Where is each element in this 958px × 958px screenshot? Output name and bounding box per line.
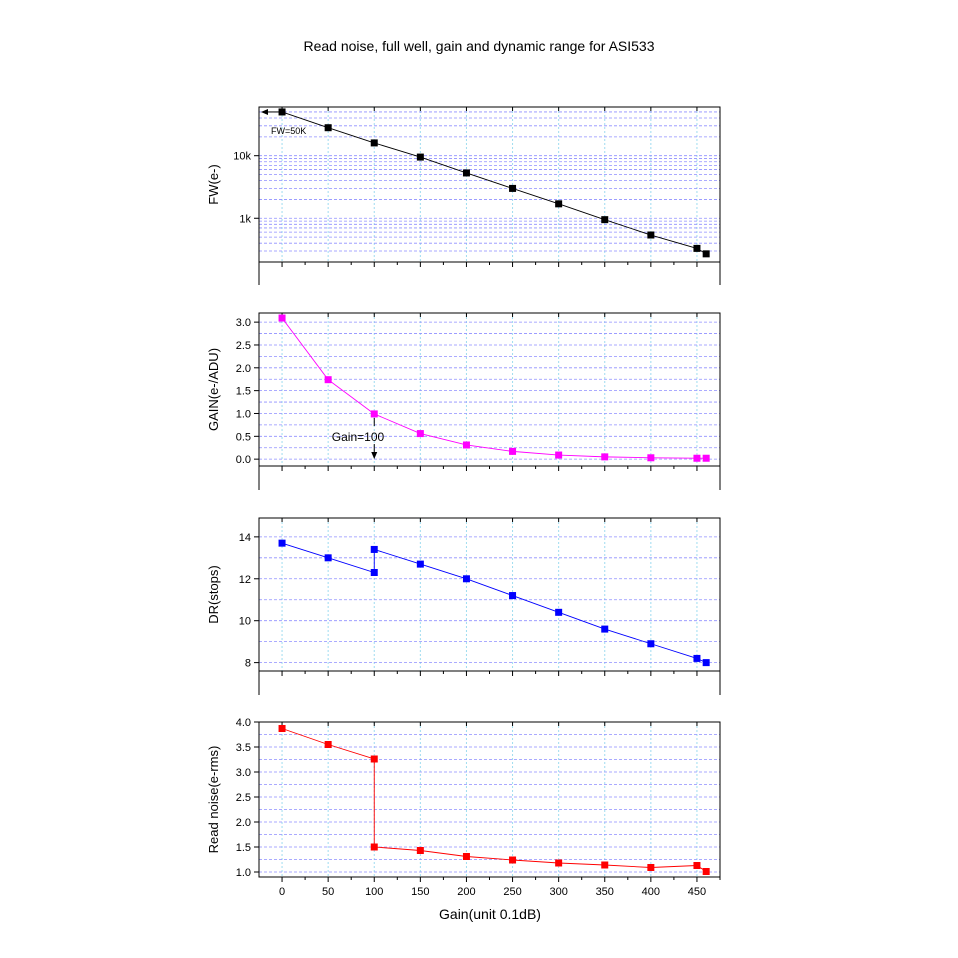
data-point [416,560,424,568]
data-point [416,153,424,161]
data-point [278,314,286,322]
data-point [278,539,286,547]
panel-rn: 1.0 1.5 2.0 2.5 3.0 3.5 4.0 Read noise(e-rms) 0 5… [206,717,721,898]
y-axis-label-gain: GAIN(e-/ADU) [206,348,221,431]
x-tick-label: 200 [457,886,475,898]
data-point [370,843,378,851]
data-point [702,659,710,667]
data-point [462,853,470,860]
x-tick-label: 0 [279,886,285,898]
data-point [462,169,470,177]
series-line-fw [281,111,707,255]
y-tick-label: 14 [239,532,251,544]
data-point [370,139,378,147]
data-point [702,250,710,258]
panel-fw: 1k 10k FW(e-) FW=50K [206,106,721,285]
x-tick-label: 100 [365,886,383,898]
data-point [324,376,332,384]
y-tick-label: 1.0 [236,867,251,879]
y-tick-label: 2.5 [236,340,251,352]
data-point [324,741,332,748]
y-tick-label: 2.5 [236,792,251,804]
data-point [462,575,470,583]
data-point [278,108,286,116]
y-axis-label-rn: Read noise(e-rms) [206,746,221,854]
data-point [647,454,655,462]
y-tick-label: 1.0 [236,408,251,420]
annotation-gain: Gain=100 [332,430,385,444]
y-tick-label: 0.0 [236,454,251,466]
y-tick-label: 10 [239,616,251,628]
data-point [647,640,655,648]
data-point [416,430,424,438]
data-point [601,216,609,224]
annotation-fw: FW=50K [271,126,306,136]
series-line-rn [281,728,707,872]
data-point [693,654,701,662]
x-tick-label: 300 [549,886,567,898]
data-point [370,410,378,418]
data-point [416,847,424,854]
x-axis-label: Gain(unit 0.1dB) [439,906,541,922]
x-tick-label: 150 [411,886,429,898]
data-point [509,184,517,192]
data-point [647,231,655,239]
series-line-dr [281,542,707,664]
y-axis-label-dr: DR(stops) [206,565,221,624]
x-tick-label: 450 [688,886,706,898]
y-tick-label: 0.5 [236,431,251,443]
data-point [601,861,609,869]
data-point [462,441,470,449]
chart-title: Read noise, full well, gain and dynamic … [304,38,655,54]
data-point [324,124,332,132]
data-point [702,454,710,462]
data-point [509,447,517,455]
y-tick-label: 8 [245,658,251,670]
data-point [509,592,517,600]
data-point [555,859,563,867]
y-tick-label: 12 [239,574,251,586]
data-point [601,625,609,633]
data-point [702,868,710,875]
data-point [693,454,701,462]
data-point [555,451,563,459]
y-tick-label: 3.0 [236,767,251,779]
data-point [324,554,332,562]
y-tick-label: 3.0 [236,317,251,329]
x-tick-label: 50 [322,886,334,898]
x-tick-label: 350 [596,886,614,898]
y-tick-label: 10k [233,151,251,163]
data-point [693,862,701,869]
data-point [278,725,286,732]
data-point [370,568,378,576]
y-tick-label: 2.0 [236,363,251,375]
x-tick-label: 250 [503,886,521,898]
annotation-arrow-head [261,108,268,115]
panel-gain: 0.0 0.5 1.0 1.5 2.0 2.5 3.0 GAIN(e-/ADU) Gain=10… [206,312,721,490]
x-tick-label: 400 [642,886,660,898]
data-point [509,856,517,864]
data-point [370,545,378,553]
y-axis-label-fw: FW(e-) [206,164,221,204]
annotation-gain-arrow-head [371,452,378,459]
y-tick-label: 2.0 [236,817,251,829]
data-point [555,608,563,616]
data-point [601,453,609,461]
data-point [555,200,563,208]
y-tick-label: 3.5 [236,742,251,754]
plot-layer: 1k 10k FW(e-) FW=50K 0.0 0.5 1.0 1.5 2.0 2.5 3.0 GA… [206,106,721,898]
data-point [693,244,701,252]
data-point [370,755,378,763]
y-tick-label: 1.5 [236,842,251,854]
data-point [647,864,655,871]
y-tick-label: 1.5 [236,386,251,398]
y-tick-label: 4.0 [236,717,251,729]
y-tick-label: 1k [239,213,251,225]
panel-dr: 8 10 12 14 DR(stops) [206,517,721,695]
